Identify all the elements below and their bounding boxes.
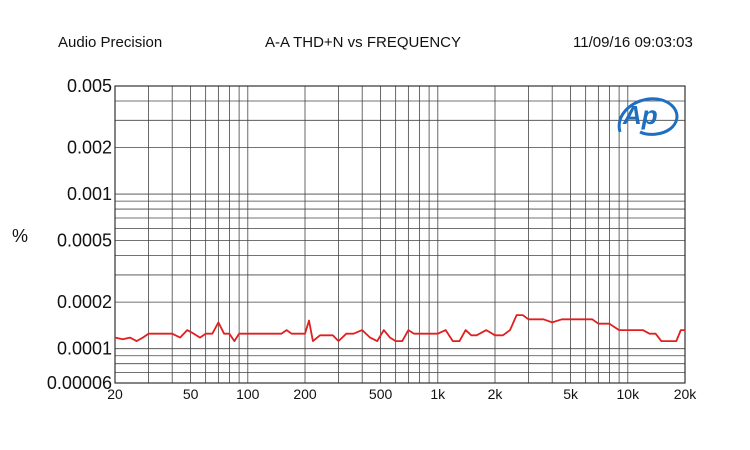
x-tick-label: 100 <box>236 386 260 402</box>
ap-logo-swoosh-icon <box>617 97 679 136</box>
y-tick-labels: 0.00006 0.0001 0.0002 0.0005 0.001 0.002 0.005 <box>47 76 112 393</box>
y-tick-label: 0.002 <box>67 138 112 158</box>
header-timestamp: 11/09/16 09:03:03 <box>573 34 693 51</box>
x-tick-label: 50 <box>183 386 199 402</box>
x-tick-label: 10k <box>617 386 641 402</box>
ap-logo-text: Ap <box>622 100 658 130</box>
x-tick-label: 500 <box>369 386 393 402</box>
x-tick-labels: 20 50 100 200 500 1k 2k 5k 10k 20k <box>107 386 697 402</box>
horizontal-gridlines <box>115 100 685 374</box>
x-tick-label: 20k <box>674 386 698 402</box>
x-tick-label: 2k <box>488 386 504 402</box>
vertical-gridlines <box>148 86 629 383</box>
y-tick-label: 0.0005 <box>57 231 112 251</box>
y-tick-label: 0.0001 <box>57 339 112 359</box>
chart-title: A-A THD+N vs FREQUENCY <box>265 34 462 51</box>
plot-frame <box>114 85 686 384</box>
header-brand: Audio Precision <box>58 34 163 51</box>
y-tick-label: 0.00006 <box>47 373 112 393</box>
y-tick-label: 0.001 <box>67 184 112 204</box>
ap-logo: Ap <box>617 97 679 136</box>
y-tick-label: 0.005 <box>67 76 112 96</box>
x-tick-label: 200 <box>293 386 317 402</box>
y-tick-label: 0.0002 <box>57 292 112 312</box>
x-tick-label: 20 <box>107 386 123 402</box>
series-line-thdn <box>114 314 685 343</box>
x-tick-label: 5k <box>563 386 579 402</box>
x-tick-label: 1k <box>430 386 446 402</box>
y-axis-label: % <box>12 226 28 246</box>
